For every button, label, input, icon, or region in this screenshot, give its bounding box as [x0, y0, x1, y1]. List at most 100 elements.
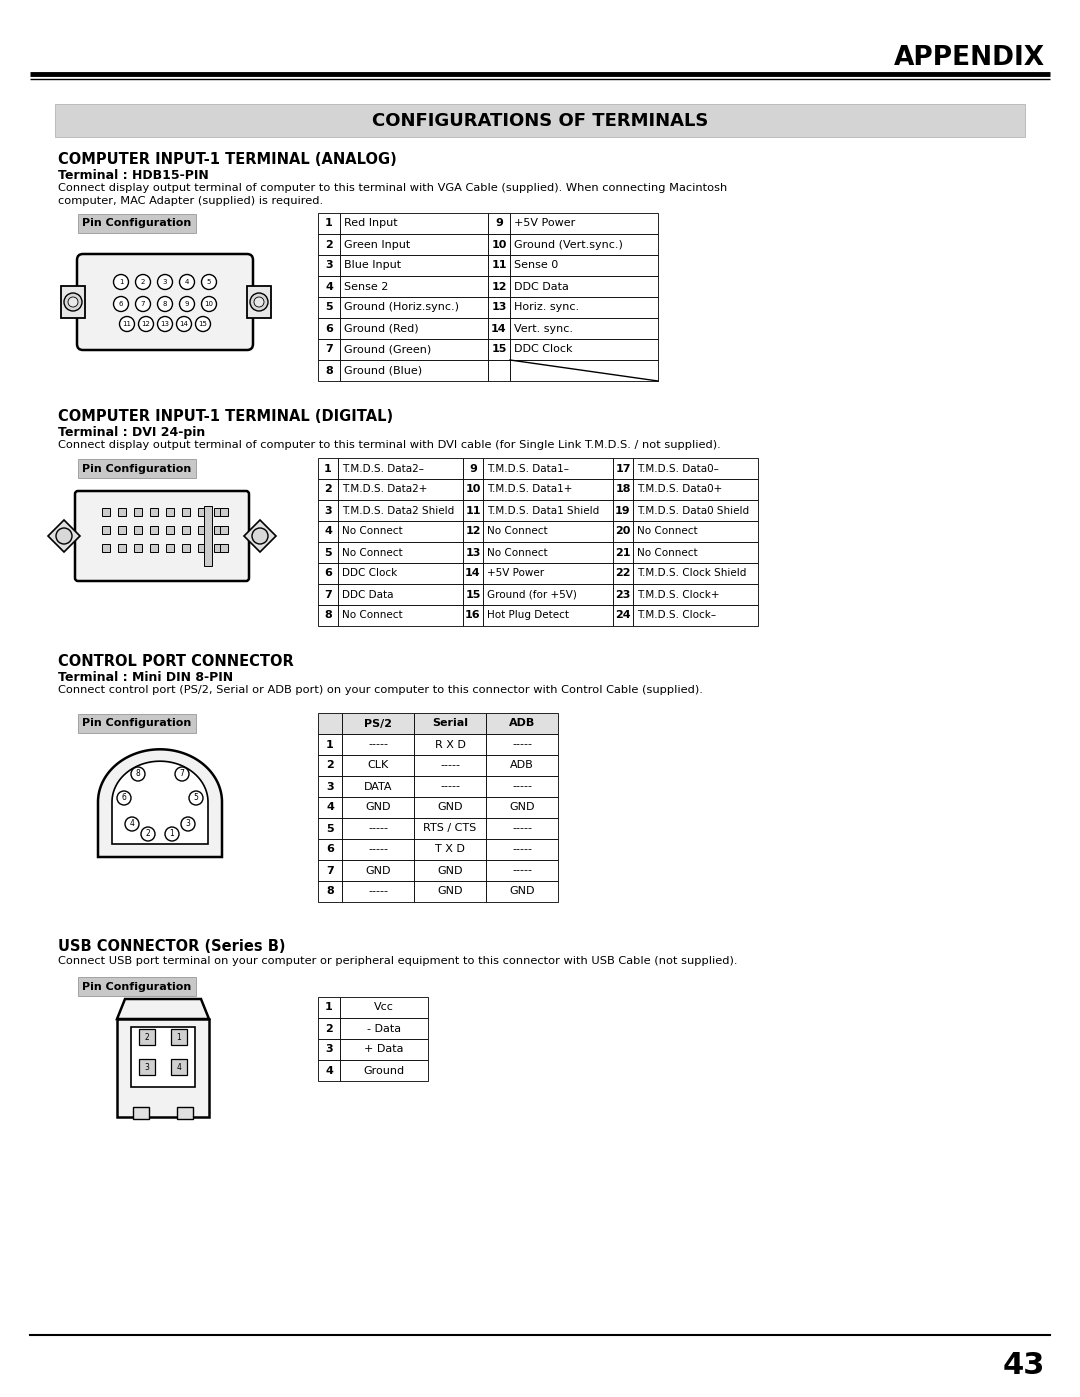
Text: 12: 12: [141, 321, 150, 327]
Bar: [633, 563, 758, 584]
Bar: [118, 527, 126, 534]
Polygon shape: [117, 999, 210, 1018]
Bar: [613, 605, 633, 626]
Text: T.M.D.S. Data0 Shield: T.M.D.S. Data0 Shield: [637, 506, 750, 515]
Bar: [483, 479, 613, 500]
Bar: [486, 798, 558, 819]
Text: +5V Power: +5V Power: [487, 569, 544, 578]
Circle shape: [179, 274, 194, 289]
Bar: [177, 1106, 193, 1119]
Bar: [318, 733, 342, 754]
Bar: [488, 319, 510, 339]
Bar: [340, 235, 488, 256]
Text: DDC Clock: DDC Clock: [342, 569, 397, 578]
Text: 4: 4: [325, 1066, 333, 1076]
Text: 3: 3: [186, 820, 190, 828]
Text: 3: 3: [325, 260, 333, 271]
Bar: [220, 509, 228, 515]
Text: 2: 2: [324, 485, 332, 495]
Text: -----: -----: [512, 845, 532, 855]
Bar: [318, 605, 338, 626]
Circle shape: [158, 317, 173, 331]
Text: T.M.D.S. Data1+: T.M.D.S. Data1+: [487, 485, 572, 495]
Bar: [338, 500, 463, 521]
Text: 7: 7: [324, 590, 332, 599]
Bar: [486, 712, 558, 733]
Bar: [510, 339, 658, 360]
Bar: [134, 509, 141, 515]
Bar: [131, 1027, 195, 1087]
Bar: [488, 256, 510, 277]
Text: T.M.D.S. Clock–: T.M.D.S. Clock–: [637, 610, 716, 620]
Bar: [414, 798, 486, 819]
Bar: [338, 563, 463, 584]
Text: Connect control port (PS/2, Serial or ADB port) on your computer to this connect: Connect control port (PS/2, Serial or AD…: [58, 685, 703, 694]
Bar: [198, 509, 206, 515]
Bar: [318, 1060, 340, 1081]
Circle shape: [202, 296, 216, 312]
Circle shape: [113, 296, 129, 312]
Text: 9: 9: [495, 218, 503, 229]
Text: 12: 12: [465, 527, 481, 536]
Bar: [633, 542, 758, 563]
Bar: [463, 605, 483, 626]
Bar: [340, 212, 488, 235]
Bar: [338, 479, 463, 500]
Bar: [510, 277, 658, 298]
Text: 6: 6: [325, 324, 333, 334]
Bar: [318, 542, 338, 563]
Bar: [633, 479, 758, 500]
Text: Hot Plug Detect: Hot Plug Detect: [487, 610, 569, 620]
Bar: [340, 339, 488, 360]
Bar: [483, 584, 613, 605]
Bar: [342, 775, 414, 798]
Text: 8: 8: [326, 887, 334, 897]
Text: CONFIGURATIONS OF TERMINALS: CONFIGURATIONS OF TERMINALS: [372, 112, 708, 130]
Bar: [483, 458, 613, 479]
Text: Serial: Serial: [432, 718, 468, 728]
Text: Vert. sync.: Vert. sync.: [514, 324, 573, 334]
Text: Pin Configuration: Pin Configuration: [82, 982, 191, 992]
Text: Horiz. sync.: Horiz. sync.: [514, 303, 579, 313]
Bar: [318, 754, 342, 775]
Text: T.M.D.S. Data2 Shield: T.M.D.S. Data2 Shield: [342, 506, 455, 515]
Text: RTS / CTS: RTS / CTS: [423, 823, 476, 834]
Bar: [318, 798, 342, 819]
Text: 6: 6: [326, 845, 334, 855]
Bar: [510, 319, 658, 339]
Bar: [166, 543, 174, 552]
Bar: [318, 212, 340, 235]
Bar: [78, 977, 195, 996]
Bar: [338, 458, 463, 479]
Bar: [214, 509, 222, 515]
Bar: [318, 277, 340, 298]
Text: T.M.D.S. Data0–: T.M.D.S. Data0–: [637, 464, 719, 474]
Text: 12: 12: [491, 282, 507, 292]
Bar: [247, 286, 271, 319]
Circle shape: [141, 827, 156, 841]
Circle shape: [131, 767, 145, 781]
Text: 6: 6: [324, 569, 332, 578]
Text: T.M.D.S. Clock Shield: T.M.D.S. Clock Shield: [637, 569, 746, 578]
Bar: [486, 754, 558, 775]
Bar: [214, 543, 222, 552]
Text: GND: GND: [437, 866, 462, 876]
Bar: [150, 509, 158, 515]
Text: 4: 4: [325, 282, 333, 292]
Text: 8: 8: [324, 610, 332, 620]
Text: Ground (Vert.sync.): Ground (Vert.sync.): [514, 239, 623, 250]
Text: -----: -----: [440, 781, 460, 792]
Text: + Data: + Data: [364, 1045, 404, 1055]
Bar: [488, 339, 510, 360]
Bar: [318, 775, 342, 798]
Bar: [342, 754, 414, 775]
Text: -----: -----: [512, 739, 532, 750]
Text: 2: 2: [146, 830, 150, 838]
Text: -----: -----: [368, 739, 388, 750]
Text: 1: 1: [325, 218, 333, 229]
Bar: [488, 212, 510, 235]
Text: 17: 17: [616, 464, 631, 474]
Bar: [340, 256, 488, 277]
Text: 1: 1: [170, 830, 174, 838]
Text: 5: 5: [193, 793, 199, 802]
